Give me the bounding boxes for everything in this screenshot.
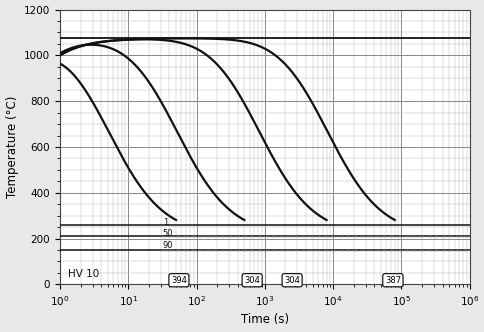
Text: 90: 90 — [163, 241, 173, 250]
Text: 304: 304 — [243, 276, 259, 285]
Text: 1: 1 — [163, 218, 168, 227]
Text: 394: 394 — [171, 276, 186, 285]
Text: 387: 387 — [384, 276, 400, 285]
Text: HV 10: HV 10 — [68, 270, 99, 280]
Text: 304: 304 — [284, 276, 300, 285]
Text: 50: 50 — [163, 229, 173, 238]
X-axis label: Time (s): Time (s) — [241, 313, 288, 326]
Y-axis label: Temperature (°C): Temperature (°C) — [5, 96, 18, 198]
